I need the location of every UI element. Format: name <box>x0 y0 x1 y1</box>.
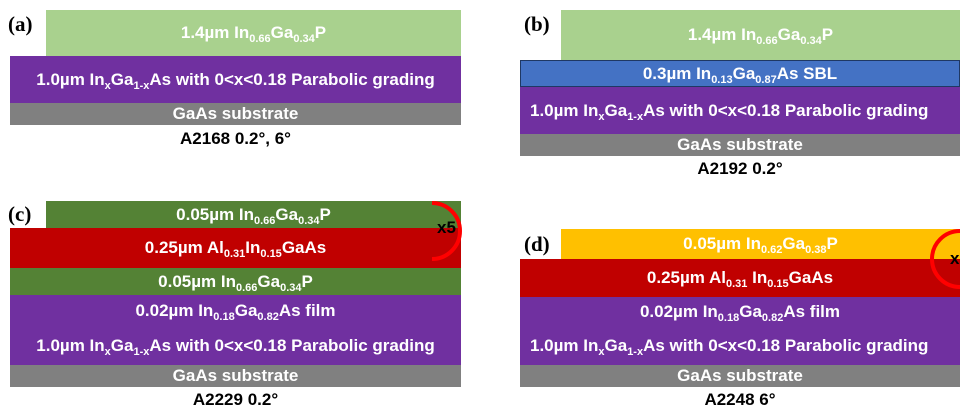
panel-a-substrate-layer: GaAs substrate <box>10 103 461 125</box>
panel-a-caption: A2168 0.2°, 6° <box>180 129 291 148</box>
layer-text: 0.05µm In0.66Ga0.34P <box>158 271 313 294</box>
panel-d-graded-layer: 1.0µm InxGa1-xAs with 0<x<0.18 Parabolic… <box>520 327 960 365</box>
layer-text: 1.4µm In0.66Ga0.34P <box>180 23 327 45</box>
panel-c-alingaas-layer: 0.25µm Al0.31In0.15GaAs <box>10 228 461 268</box>
panel-c-film-layer: 0.02µm In0.18Ga0.82As film <box>10 295 461 327</box>
layer-text: 1.4µm In0.66Ga0.34P <box>687 25 834 47</box>
panel-c-ingap-top-layer: 0.05µm In0.66Ga0.34P <box>46 201 461 228</box>
panel-c-graded-layer: 1.0µm InxGa1-xAs with 0<x<0.18 Parabolic… <box>10 327 461 365</box>
layer-text: 0.05µm In0.62Ga0.38P <box>683 234 838 256</box>
layer-text: 0.02µm In0.18Ga0.82As film <box>639 302 841 324</box>
panel-d-repeat-ring <box>930 229 960 289</box>
panel-a-label: (a) <box>8 12 33 36</box>
layer-text: 1.0µm InxGa1-xAs with 0<x<0.18 Parabolic… <box>36 336 435 358</box>
panel-b-substrate-layer: GaAs substrate <box>520 134 960 156</box>
panel-c-repeat-multiplier: x5 <box>437 218 456 237</box>
panel-b-ingap-layer: 1.4µm In0.66Ga0.34P <box>561 10 960 60</box>
panel-b-sbl-layer: 0.3µm In0.13Ga0.87As SBL <box>520 60 960 87</box>
layer-text: 0.25µm Al0.31 In0.15GaAs <box>646 268 834 290</box>
layer-text: GaAs substrate <box>172 366 299 385</box>
panel-d-caption: A2248 6° <box>704 390 776 409</box>
panel-c-ingap-bottom-layer: 0.05µm In0.66Ga0.34P <box>10 268 461 295</box>
layer-text: 0.3µm In0.13Ga0.87As SBL <box>642 63 838 86</box>
layer-text: 0.25µm Al0.31In0.15GaAs <box>144 238 327 260</box>
layer-text: 1.0µm InxGa1-xAs with 0<x<0.18 Parabolic… <box>530 336 929 358</box>
panel-d-ingap-layer: 0.05µm In0.62Ga0.38P <box>561 229 960 259</box>
panel-c-label: (c) <box>8 202 32 226</box>
panel-c-repeat-ring <box>431 201 462 261</box>
layer-text: GaAs substrate <box>677 366 803 385</box>
layer-text: GaAs substrate <box>677 135 803 154</box>
panel-b-label: (b) <box>524 12 550 36</box>
layer-text: 1.0µm InxGa1-xAs with 0<x<0.18 Parabolic… <box>530 100 929 123</box>
panel-d-film-layer: 0.02µm In0.18Ga0.82As film <box>520 297 960 327</box>
panel-d-alingaas-layer: 0.25µm Al0.31 In0.15GaAs <box>520 259 960 297</box>
panel-c-caption: A2229 0.2° <box>192 390 279 409</box>
layer-text: 0.02µm In0.18Ga0.82As film <box>135 301 336 323</box>
layer-text: GaAs substrate <box>172 104 299 123</box>
layer-text: 1.0µm InxGa1-xAs with 0<x<0.18 Parabolic… <box>36 69 435 92</box>
layer-text: 0.05µm In0.66Ga0.34P <box>176 204 331 227</box>
panel-a-graded-layer: 1.0µm InxGa1-xAs with 0<x<0.18 Parabolic… <box>10 56 461 103</box>
panel-d-label: (d) <box>524 232 550 256</box>
panel-b-graded-layer: 1.0µm InxGa1-xAs with 0<x<0.18 Parabolic… <box>520 87 960 134</box>
panel-d-substrate-layer: GaAs substrate <box>520 365 960 387</box>
panel-c-substrate-layer: GaAs substrate <box>10 365 461 387</box>
panel-d-repeat-multiplier: x <box>950 249 960 268</box>
panel-a-ingap-layer: 1.4µm In0.66Ga0.34P <box>46 10 461 56</box>
panel-b-caption: A2192 0.2° <box>697 159 783 178</box>
